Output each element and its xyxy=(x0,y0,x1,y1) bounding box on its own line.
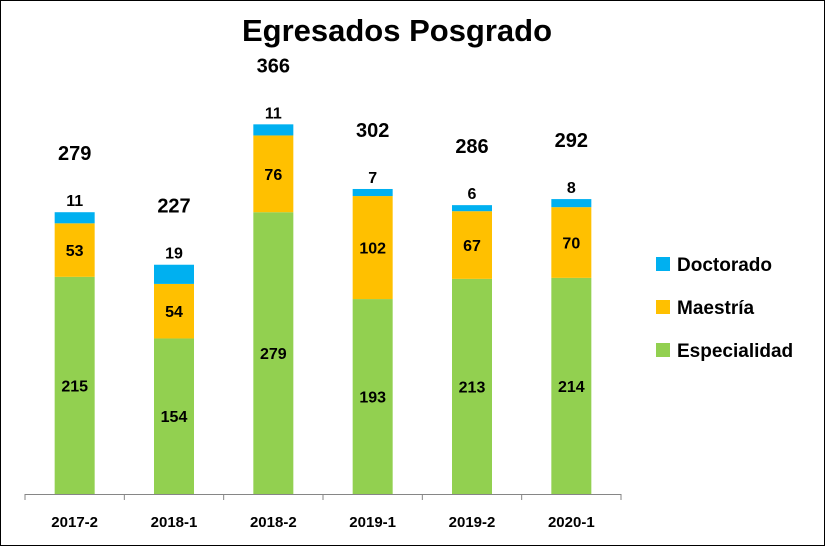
data-label: 7 xyxy=(368,170,377,187)
data-label: 214 xyxy=(558,379,585,396)
data-label: 102 xyxy=(359,241,386,258)
bar-segment-especialidad xyxy=(154,338,194,494)
legend-label: Especialidad xyxy=(677,341,793,362)
data-label: 279 xyxy=(260,346,287,363)
bar-segment-doctorado xyxy=(352,188,393,197)
bar-segment-especialidad xyxy=(352,299,393,494)
bar-segment-especialidad xyxy=(253,212,294,494)
legend: Doctorado Maestría Especialidad xyxy=(656,255,793,362)
data-label: 215 xyxy=(61,378,88,395)
bar-segment-doctorado xyxy=(452,205,492,212)
legend-swatch xyxy=(656,300,670,314)
data-label: 8 xyxy=(567,180,576,197)
x-tick-label: 2019-2 xyxy=(449,514,496,531)
bar-segment-maestra xyxy=(154,283,194,339)
bar-segment-especialidad xyxy=(54,276,95,494)
chart-title: Egresados Posgrado xyxy=(242,13,552,48)
bar-segment-doctorado xyxy=(253,124,294,136)
bar-segment-doctorado xyxy=(54,212,95,224)
legend-swatch xyxy=(656,343,670,357)
data-label: 76 xyxy=(264,167,282,184)
data-label: 70 xyxy=(562,236,580,253)
bar-segment-maestra xyxy=(551,207,592,278)
data-label: 213 xyxy=(459,379,486,396)
bar-segment-doctorado xyxy=(551,199,592,208)
bar-segment-especialidad xyxy=(551,277,592,494)
data-label: 193 xyxy=(359,390,386,407)
data-label: 6 xyxy=(468,186,477,203)
bar-segment-especialidad xyxy=(452,278,492,494)
data-label: 11 xyxy=(265,105,282,122)
x-tick-label: 2018-1 xyxy=(151,514,198,531)
legend-swatch xyxy=(656,257,670,271)
plot-area: 21553112792017-215454192272018-127976113… xyxy=(24,55,622,531)
x-tick-label: 2020-1 xyxy=(548,514,595,531)
x-tick-label: 2018-2 xyxy=(250,514,297,531)
x-tick-label: 2017-2 xyxy=(51,514,98,531)
bar-segment-maestra xyxy=(253,135,294,213)
total-label: 366 xyxy=(257,55,290,77)
total-label: 286 xyxy=(455,136,488,158)
data-label: 54 xyxy=(165,304,183,321)
data-label: 11 xyxy=(66,193,83,210)
total-label: 279 xyxy=(58,143,91,165)
bar-segment-maestra xyxy=(452,211,492,279)
legend-label: Doctorado xyxy=(677,255,772,276)
bar-segment-maestra xyxy=(54,223,95,277)
bar-segment-maestra xyxy=(352,196,393,300)
total-label: 292 xyxy=(555,130,588,152)
bar-segment-doctorado xyxy=(154,264,194,284)
x-tick-label: 2019-1 xyxy=(349,514,396,531)
data-label: 53 xyxy=(66,243,84,260)
data-label: 19 xyxy=(165,246,183,263)
legend-label: Maestría xyxy=(677,298,755,319)
total-label: 302 xyxy=(356,120,389,142)
data-label: 67 xyxy=(463,238,481,255)
data-label: 154 xyxy=(161,409,188,426)
total-label: 227 xyxy=(157,196,190,218)
